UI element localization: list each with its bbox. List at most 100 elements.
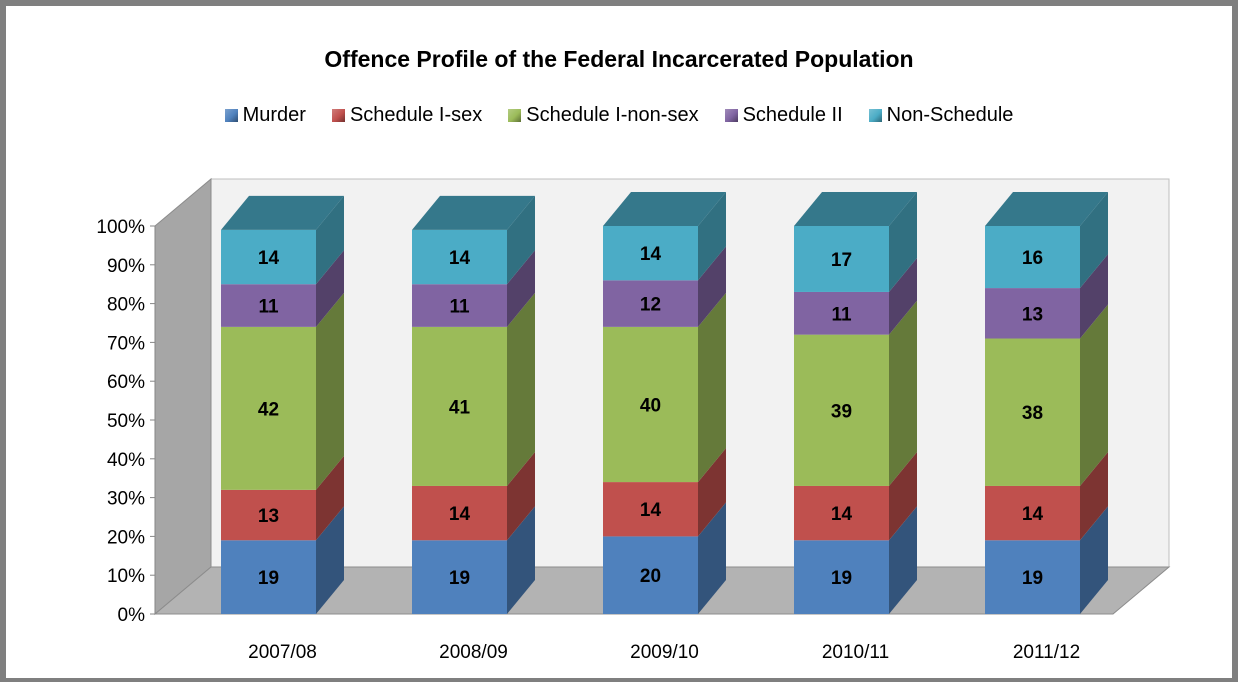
y-tick-label: 50% [107, 411, 145, 432]
bar-segment-schedule-i-sex [412, 485, 507, 541]
legend-item-non-schedule: Non-Schedule [868, 104, 1014, 127]
side-wall [154, 177, 212, 616]
bar-top-face [603, 192, 726, 226]
bar-top-face [985, 192, 1108, 226]
y-tick-label: 70% [107, 333, 145, 354]
bar-segment-side [316, 455, 344, 541]
bar-segment-murder [985, 540, 1080, 614]
data-label: 11 [258, 297, 279, 318]
data-label: 14 [449, 504, 471, 525]
bar-segment-schedule-i-non-sex [603, 326, 698, 483]
legend-label: Schedule I-non-sex [526, 104, 699, 126]
data-label: 40 [640, 395, 661, 416]
data-label: 19 [449, 568, 470, 589]
data-label: 14 [449, 248, 471, 269]
y-tick-label: 10% [107, 566, 145, 587]
bar-segment-side [889, 257, 917, 335]
bar-segment-side [507, 292, 535, 486]
data-label: 11 [831, 304, 852, 325]
bar-segment-side [316, 292, 344, 490]
bar-segment-side [889, 506, 917, 614]
bar-segment-side [698, 192, 726, 281]
data-label: 19 [1022, 568, 1043, 589]
bar-segment-side [889, 300, 917, 486]
y-tick-label: 90% [107, 256, 145, 277]
bar-2007-08 [221, 195, 344, 614]
data-label: 14 [258, 248, 280, 269]
bar-segment-side [507, 451, 535, 541]
legend-item-murder: Murder [224, 104, 306, 127]
bar-top-face [412, 195, 535, 230]
bar-segment-side [889, 451, 917, 541]
bar-segment-side [316, 195, 344, 285]
legend-swatch [508, 109, 522, 122]
data-label: 39 [831, 401, 852, 422]
x-tick-label: 2011/12 [1013, 642, 1080, 663]
bar-segment-schedule-ii [412, 284, 507, 327]
bar-2008-09 [412, 195, 535, 614]
x-tick-label: 2008/09 [439, 642, 508, 663]
bar-segment-side [316, 250, 344, 327]
data-label: 14 [1022, 504, 1044, 525]
legend-label: Schedule II [742, 104, 843, 126]
bar-top-face [221, 195, 344, 230]
bar-segment-schedule-i-non-sex [412, 326, 507, 486]
bar-segment-non-schedule [412, 229, 507, 285]
chart-title: Offence Profile of the Federal Incarcera… [324, 46, 914, 72]
legend-item-schedule-ii: Schedule II [724, 104, 843, 127]
data-label: 14 [640, 244, 662, 265]
bar-segment-schedule-i-sex [603, 482, 698, 537]
legend-swatch [331, 109, 345, 122]
bar-segment-side [1080, 304, 1108, 486]
bar-segment-schedule-i-sex [985, 485, 1080, 541]
legend-label: Schedule I-sex [349, 104, 483, 126]
data-label: 20 [640, 566, 661, 587]
data-label: 19 [831, 568, 852, 589]
bar-segment-schedule-ii [794, 291, 889, 335]
x-tick-label: 2009/10 [630, 642, 699, 663]
bar-segment-side [698, 246, 726, 327]
x-tick-label: 2007/08 [248, 642, 317, 663]
y-tick-label: 80% [107, 295, 145, 316]
bar-segment-schedule-i-non-sex [985, 338, 1080, 486]
bar-segment-side [698, 292, 726, 483]
bar-segment-side [698, 502, 726, 614]
legend-item-schedule-i-non-sex: Schedule I-non-sex [508, 104, 699, 127]
bar-segment-non-schedule [221, 229, 316, 285]
data-label: 17 [831, 250, 852, 271]
data-label: 16 [1022, 248, 1043, 269]
bar-segment-schedule-ii [603, 280, 698, 327]
legend-item-schedule-i-sex: Schedule I-sex [331, 104, 483, 127]
legend-label: Non-Schedule [886, 104, 1014, 126]
data-label: 14 [640, 500, 662, 521]
bar-segment-side [1080, 254, 1108, 339]
y-tick-label: 100% [96, 217, 145, 238]
y-tick-label: 60% [107, 372, 145, 393]
y-tick-label: 40% [107, 450, 145, 471]
bar-segment-side [1080, 451, 1108, 541]
data-label: 14 [831, 504, 853, 525]
data-label: 42 [258, 399, 279, 420]
bar-segment-murder [412, 540, 507, 614]
bar-segment-schedule-ii [985, 288, 1080, 339]
legend-swatch [724, 109, 738, 122]
bar-top-face [794, 192, 917, 226]
bar-2010-11 [794, 192, 917, 614]
bar-segment-murder [603, 536, 698, 614]
bar-segment-schedule-i-non-sex [794, 334, 889, 486]
bar-segment-side [316, 506, 344, 614]
bar-segment-schedule-i-non-sex [221, 326, 316, 490]
y-tick-label: 30% [107, 489, 145, 510]
y-tick-label: 0% [118, 605, 146, 626]
data-label: 11 [449, 297, 470, 318]
bar-segment-murder [221, 540, 316, 614]
bar-segment-side [507, 195, 535, 285]
data-label: 19 [258, 568, 279, 589]
y-tick-label: 20% [107, 527, 145, 548]
bar-segment-side [1080, 192, 1108, 289]
bar-segment-schedule-i-sex [221, 489, 316, 541]
bar-segment-non-schedule [794, 226, 889, 292]
bar-segment-side [507, 250, 535, 327]
bar-segment-murder [794, 540, 889, 614]
bar-segment-non-schedule [603, 226, 698, 281]
